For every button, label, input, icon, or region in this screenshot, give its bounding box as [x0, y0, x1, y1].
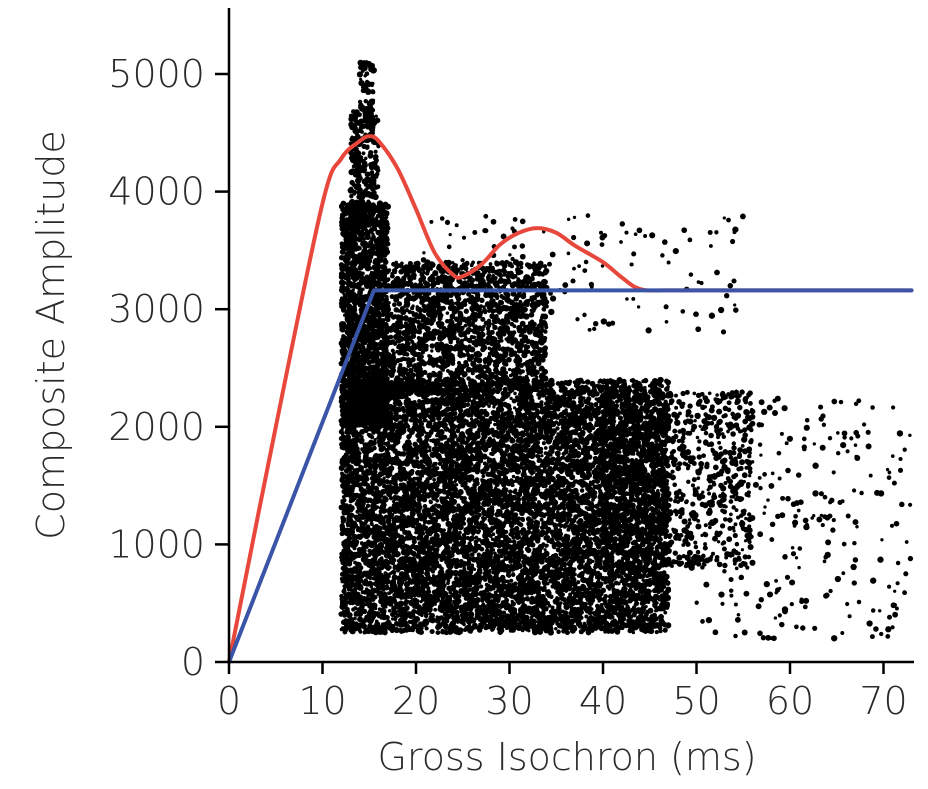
scatter-point	[564, 408, 568, 412]
scatter-point	[627, 627, 632, 632]
scatter-point	[490, 625, 496, 632]
scatter-point	[424, 626, 429, 631]
scatter-point	[511, 474, 516, 479]
scatter-point	[521, 518, 525, 522]
scatter-point	[535, 607, 540, 611]
scatter-point	[658, 571, 662, 575]
scatter-point	[654, 630, 659, 635]
scatter-point	[419, 599, 423, 604]
scatter-point	[450, 398, 454, 402]
scatter-point	[407, 619, 412, 625]
scatter-point	[572, 509, 577, 513]
scatter-point	[504, 448, 510, 453]
scatter-point	[512, 406, 517, 410]
scatter-point	[540, 454, 544, 458]
scatter-point	[369, 584, 374, 589]
scatter-point	[462, 622, 466, 627]
scatter-point	[339, 441, 345, 448]
scatter-point	[539, 517, 544, 522]
scatter-point	[578, 401, 585, 408]
scatter-points	[338, 59, 914, 642]
scatter-point	[526, 487, 530, 491]
scatter-point	[514, 414, 519, 419]
scatter-point	[453, 411, 458, 416]
scatter-point	[417, 522, 422, 527]
scatter-point	[584, 379, 591, 385]
scatter-point	[509, 578, 514, 583]
scatter-point	[556, 629, 561, 635]
scatter-point	[504, 626, 509, 631]
scatter-point	[388, 431, 392, 436]
scatter-point	[357, 513, 362, 517]
scatter-point	[566, 516, 572, 522]
scatter-point	[343, 620, 349, 626]
scatter-point	[591, 498, 595, 502]
scatter-point	[465, 402, 471, 407]
scatter-point	[406, 515, 411, 520]
scatter-point	[544, 501, 549, 506]
scatter-point	[412, 476, 416, 481]
scatter-point	[543, 483, 548, 489]
scatter-point	[597, 380, 601, 384]
scatter-point	[543, 446, 548, 450]
scatter-point	[462, 627, 468, 633]
scatter-point	[465, 560, 472, 567]
scatter-point	[662, 627, 668, 633]
scatter-point	[365, 503, 371, 508]
scatter-point	[554, 483, 559, 488]
scatter-point	[582, 621, 587, 626]
scatter-point	[649, 488, 656, 495]
scatter-point	[406, 424, 411, 429]
scatter-point	[581, 421, 586, 426]
scatter-point	[641, 379, 646, 384]
scatter-point	[349, 616, 353, 620]
scatter-point	[509, 396, 513, 401]
scatter-point	[343, 573, 347, 578]
scatter-point	[442, 583, 447, 588]
scatter-point	[554, 626, 558, 631]
scatter-point	[631, 612, 637, 618]
scatter-point	[435, 466, 440, 471]
scatter-point	[429, 628, 435, 635]
scatter-point	[444, 517, 450, 522]
scatter-point	[488, 507, 495, 515]
scatter-point	[654, 439, 658, 443]
scatter-point	[396, 562, 401, 568]
scatter-point	[424, 450, 429, 454]
scatter-point	[452, 569, 459, 577]
scatter-point	[440, 630, 444, 635]
scatter-point	[630, 378, 636, 384]
scatter-point	[506, 573, 512, 578]
scatter-point	[377, 478, 385, 485]
scatter-point	[415, 455, 420, 460]
scatter-point	[619, 512, 624, 517]
scatter-point	[645, 508, 650, 512]
scatter-point	[558, 466, 565, 473]
scatter-point	[484, 624, 489, 628]
scatter-point	[400, 451, 407, 457]
scatter-point	[428, 448, 432, 453]
scatter-point	[423, 534, 430, 540]
scatter-point	[360, 435, 364, 439]
scatter-point	[456, 503, 461, 508]
scatter-point	[387, 609, 392, 613]
scatter-point	[481, 474, 486, 479]
scatter-point	[543, 531, 547, 536]
scatter-point	[656, 509, 661, 513]
scatter-point	[474, 535, 479, 540]
scatter-point	[348, 499, 353, 504]
